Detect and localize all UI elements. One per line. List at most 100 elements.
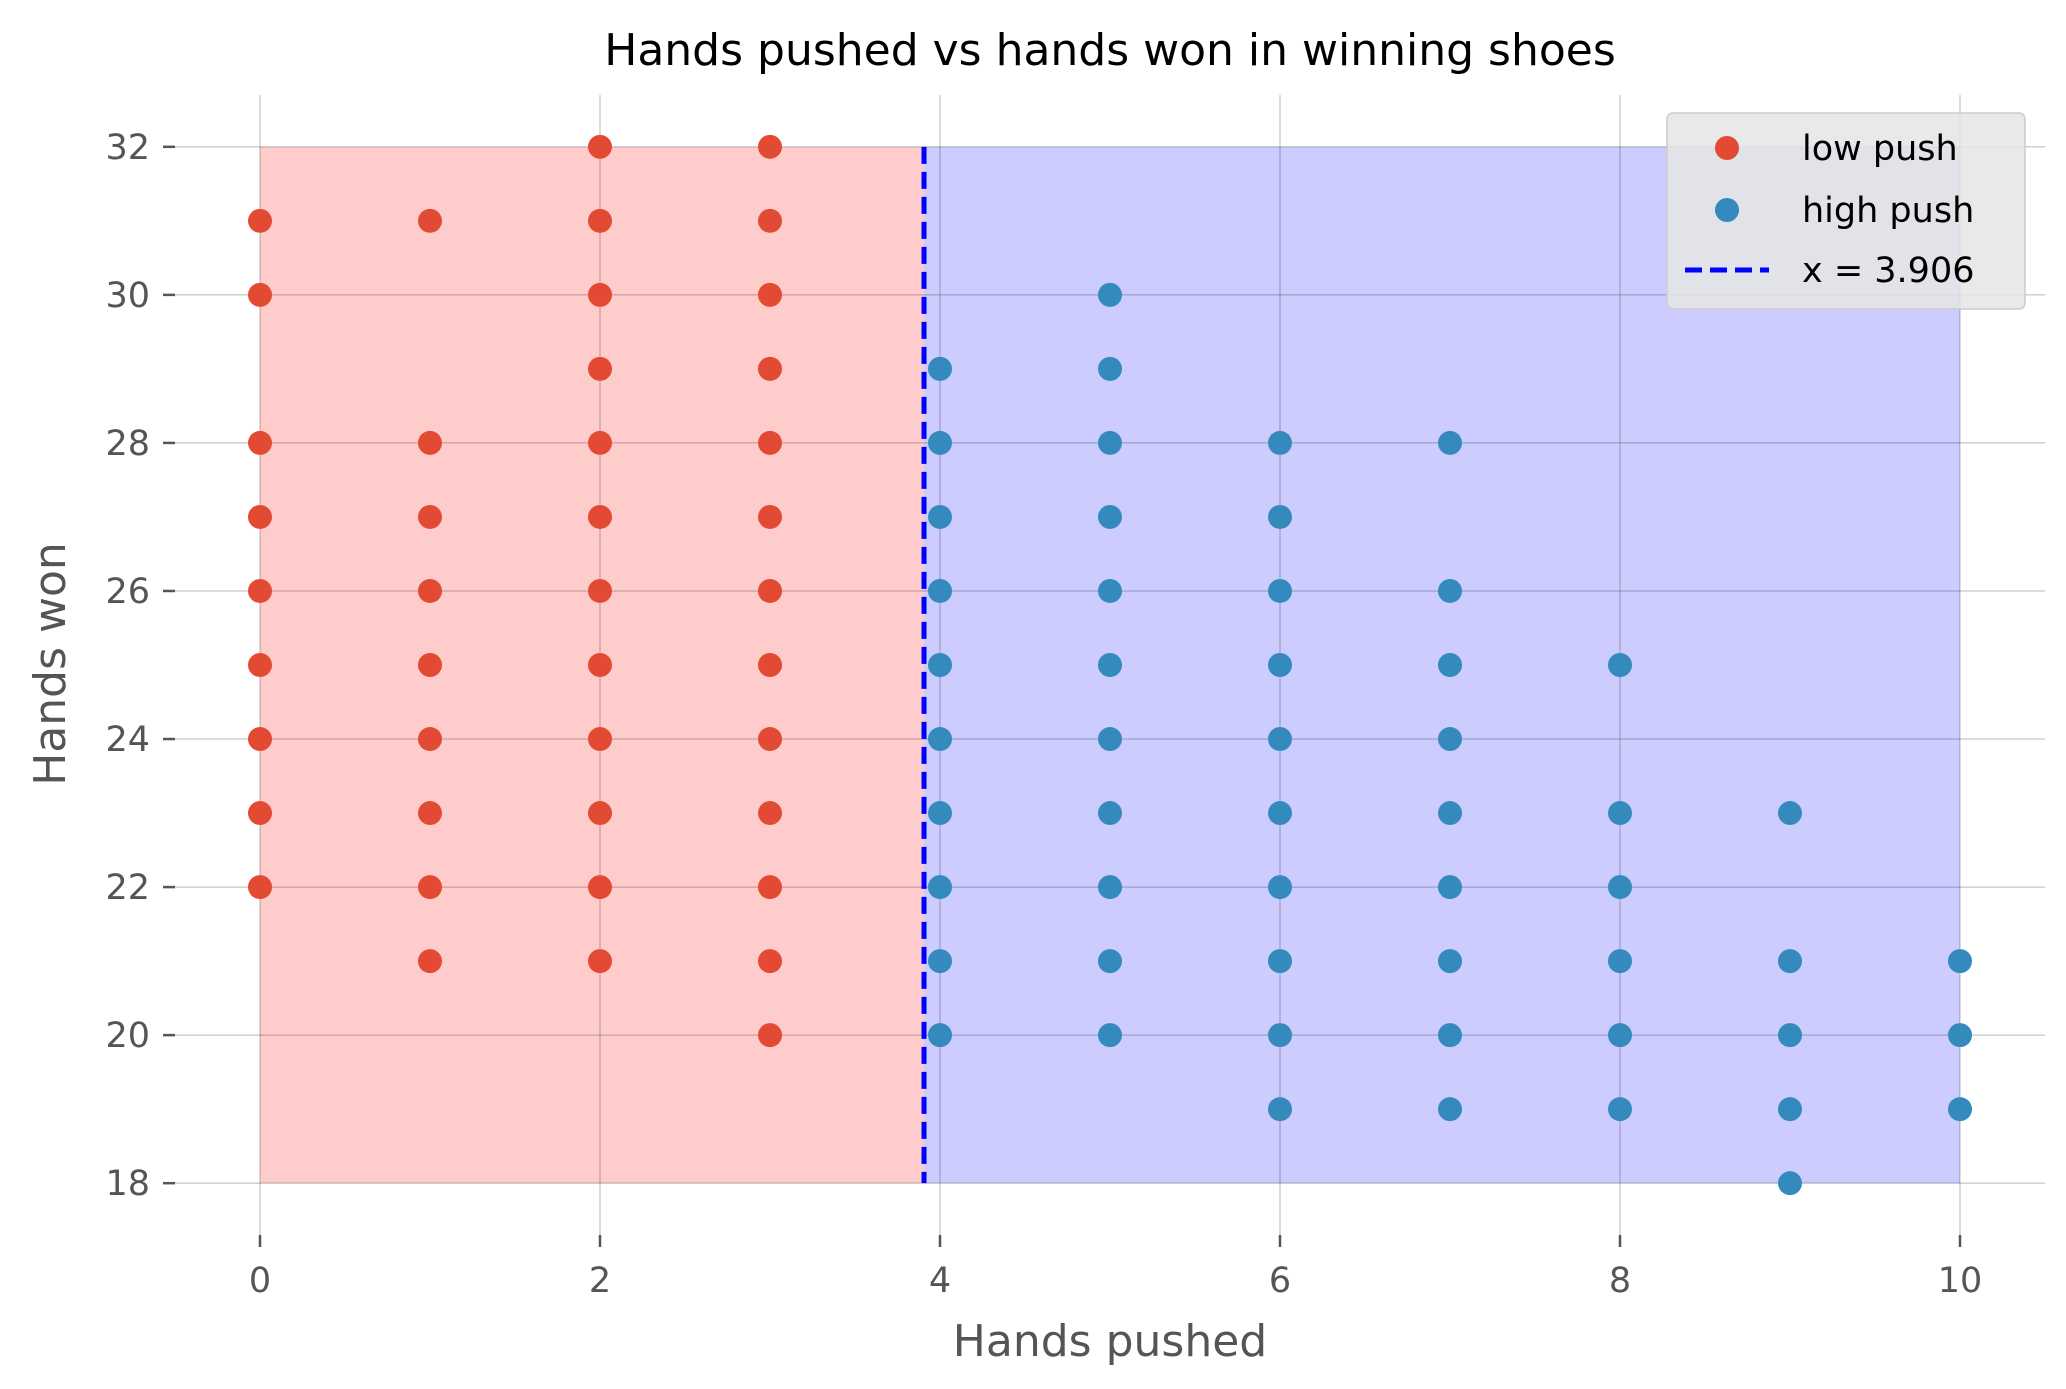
point-high-push bbox=[1098, 282, 1122, 307]
point-high-push bbox=[928, 578, 952, 603]
point-high-push bbox=[928, 430, 952, 455]
point-high-push bbox=[1098, 356, 1122, 381]
point-low-push bbox=[758, 578, 782, 603]
point-high-push bbox=[1268, 801, 1292, 826]
legend-marker-low-push bbox=[1715, 136, 1739, 160]
point-low-push bbox=[758, 504, 782, 529]
x-tick-label: 0 bbox=[249, 1261, 271, 1301]
point-high-push bbox=[1098, 801, 1122, 826]
point-low-push bbox=[588, 356, 612, 381]
point-high-push bbox=[1438, 801, 1462, 826]
point-low-push bbox=[248, 801, 272, 826]
point-high-push bbox=[1948, 1023, 1972, 1048]
point-low-push bbox=[418, 430, 442, 455]
legend-marker-high-push bbox=[1715, 198, 1739, 222]
point-high-push bbox=[1438, 875, 1462, 900]
point-high-push bbox=[928, 949, 952, 974]
legend-label-threshold: x = 3.906 bbox=[1802, 251, 1975, 291]
point-high-push bbox=[1098, 949, 1122, 974]
y-tick-label: 28 bbox=[105, 424, 150, 464]
y-tick-label: 32 bbox=[105, 128, 150, 168]
point-low-push bbox=[248, 504, 272, 529]
point-low-push bbox=[758, 208, 782, 233]
point-high-push bbox=[928, 875, 952, 900]
point-low-push bbox=[588, 208, 612, 233]
point-high-push bbox=[928, 1023, 952, 1048]
point-low-push bbox=[418, 875, 442, 900]
point-low-push bbox=[248, 653, 272, 677]
point-high-push bbox=[1268, 1023, 1292, 1048]
data-points bbox=[248, 134, 1972, 1196]
point-low-push bbox=[588, 949, 612, 974]
y-tick-label: 30 bbox=[105, 276, 150, 316]
point-high-push bbox=[928, 801, 952, 826]
point-low-push bbox=[758, 356, 782, 381]
point-high-push bbox=[1098, 875, 1122, 900]
y-tick-label: 24 bbox=[105, 720, 150, 760]
point-low-push bbox=[418, 208, 442, 233]
point-low-push bbox=[418, 504, 442, 529]
point-high-push bbox=[928, 504, 952, 529]
point-low-push bbox=[758, 1023, 782, 1048]
point-high-push bbox=[1268, 1097, 1292, 1122]
point-high-push bbox=[928, 727, 952, 752]
point-high-push bbox=[928, 356, 952, 381]
point-high-push bbox=[1438, 949, 1462, 974]
point-high-push bbox=[1608, 875, 1632, 900]
point-low-push bbox=[248, 727, 272, 752]
point-low-push bbox=[588, 653, 612, 677]
point-high-push bbox=[1608, 801, 1632, 826]
point-high-push bbox=[1268, 875, 1292, 900]
point-high-push bbox=[1778, 1097, 1802, 1122]
point-low-push bbox=[418, 653, 442, 677]
y-axis-label: Hands won bbox=[25, 542, 76, 786]
point-high-push bbox=[1608, 1097, 1632, 1122]
x-axis-label: Hands pushed bbox=[953, 1316, 1267, 1367]
legend-label-high-push: high push bbox=[1802, 191, 1974, 231]
x-tick-label: 10 bbox=[1938, 1261, 1983, 1301]
point-low-push bbox=[248, 208, 272, 233]
point-low-push bbox=[248, 282, 272, 307]
point-low-push bbox=[588, 875, 612, 900]
x-tick-label: 6 bbox=[1269, 1261, 1291, 1301]
point-high-push bbox=[1098, 578, 1122, 603]
point-high-push bbox=[1778, 1171, 1802, 1196]
point-low-push bbox=[248, 875, 272, 900]
point-high-push bbox=[1438, 727, 1462, 752]
point-low-push bbox=[758, 134, 782, 159]
point-low-push bbox=[758, 727, 782, 752]
point-low-push bbox=[758, 801, 782, 826]
point-high-push bbox=[1268, 949, 1292, 974]
y-tick-label: 20 bbox=[105, 1016, 150, 1056]
point-high-push bbox=[1268, 578, 1292, 603]
point-low-push bbox=[758, 282, 782, 307]
x-tick-label: 2 bbox=[589, 1261, 611, 1301]
point-low-push bbox=[588, 282, 612, 307]
point-high-push bbox=[1778, 949, 1802, 974]
point-low-push bbox=[588, 134, 612, 159]
point-low-push bbox=[758, 430, 782, 455]
point-high-push bbox=[1268, 504, 1292, 529]
point-high-push bbox=[1438, 1023, 1462, 1048]
point-high-push bbox=[1438, 1097, 1462, 1122]
point-low-push bbox=[248, 430, 272, 455]
point-low-push bbox=[588, 504, 612, 529]
legend-label-low-push: low push bbox=[1802, 129, 1958, 169]
y-tick-label: 18 bbox=[105, 1164, 150, 1204]
point-low-push bbox=[588, 727, 612, 752]
point-low-push bbox=[758, 949, 782, 974]
point-high-push bbox=[1098, 653, 1122, 677]
x-tick-label: 8 bbox=[1609, 1261, 1631, 1301]
legend: low push high push x = 3.906 bbox=[1666, 112, 2026, 310]
y-tick-label: 22 bbox=[105, 868, 150, 908]
point-low-push bbox=[588, 801, 612, 826]
x-axis-ticks: 0 2 4 6 8 10 bbox=[249, 1235, 1982, 1301]
point-low-push bbox=[418, 949, 442, 974]
point-high-push bbox=[1778, 1023, 1802, 1048]
y-tick-label: 26 bbox=[105, 572, 150, 612]
point-high-push bbox=[1268, 727, 1292, 752]
point-high-push bbox=[1098, 430, 1122, 455]
point-low-push bbox=[758, 875, 782, 900]
x-tick-label: 4 bbox=[929, 1261, 951, 1301]
